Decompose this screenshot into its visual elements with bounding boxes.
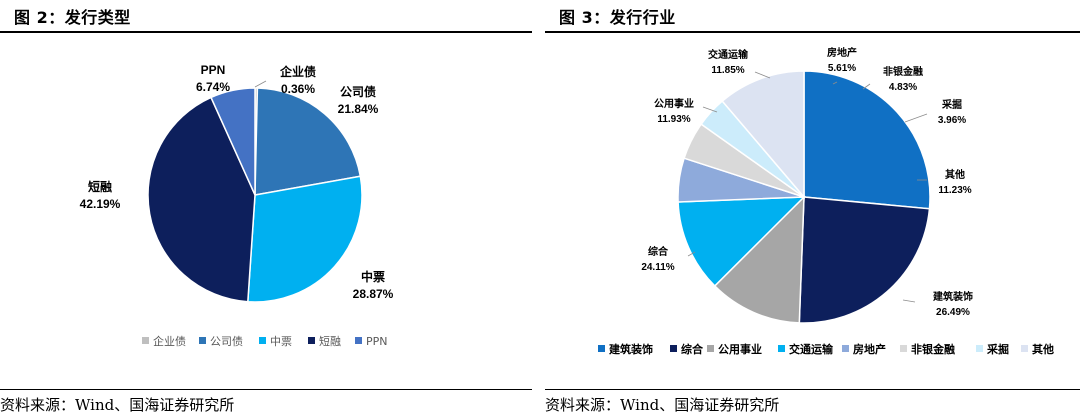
legend: 建筑装饰 综合 公用事业 交通运输 房地产 非银金融 采掘 其他 [598, 342, 1054, 356]
legend-label: 采掘 [986, 342, 1009, 356]
pie-slice-4 [677, 196, 806, 288]
data-label: PPN 6.74% [196, 63, 230, 94]
data-label: 公司债 21.84% [338, 84, 379, 116]
legend: 企业债 公司债 中票 短融 PPN [142, 334, 388, 348]
figure-3-panel: 图 3：发行行业 建筑装饰 26.49% 综合 24.11% 公用事业 11.93% 交通运… [545, 0, 1080, 420]
leader-line [702, 106, 718, 113]
data-label: 公用事业 11.93% [654, 97, 694, 125]
industry-pie-chart: 建筑装饰 26.49% 综合 24.11% 公用事业 11.93% 交通运输 11.85% 房地… [598, 46, 1054, 356]
legend-label: 企业债 [153, 334, 186, 348]
legend-swatch [1021, 345, 1028, 352]
figure-title: 图 2：发行类型 [14, 8, 131, 27]
legend-label: 房地产 [853, 342, 886, 356]
data-label: 采掘 3.96% [938, 98, 966, 126]
issue-type-pie-chart: 企业债 0.36% 公司债 21.84% 中票 28.87% 短融 42.19% PPN 6.74… [80, 63, 394, 348]
legend-label: 其他 [1032, 342, 1054, 356]
legend-label: 交通运输 [789, 342, 834, 356]
figure-2-panel: 图 2：发行类型 企业债 0.36% 公司债 21.84% 中票 28.87% 短融 42.1… [0, 0, 532, 420]
legend-swatch [199, 337, 206, 344]
pie-slice-1 [803, 70, 931, 210]
legend-swatch [259, 337, 266, 344]
source-rule [0, 389, 532, 390]
legend-label: 中票 [270, 335, 292, 348]
legend-swatch [707, 345, 714, 352]
leader-line [862, 83, 871, 90]
legend-swatch [142, 337, 149, 344]
data-label: 交通运输 11.85% [708, 48, 749, 76]
data-label: 中票 28.87% [353, 269, 394, 301]
leader-line [754, 71, 771, 79]
legend-swatch [355, 337, 362, 344]
data-label: 综合 24.11% [641, 245, 674, 273]
source-rule [545, 389, 1080, 390]
data-label: 非银金融 4.83% [883, 65, 923, 93]
leader-line [832, 81, 838, 85]
legend-swatch [778, 345, 785, 352]
legend-swatch [842, 345, 849, 352]
legend-swatch [598, 345, 605, 352]
pie-slice-3 [247, 175, 363, 303]
legend-label: PPN [366, 335, 388, 348]
legend-label: 非银金融 [911, 342, 955, 356]
legend-label: 短融 [319, 334, 341, 348]
data-label: 企业债 0.36% [279, 64, 316, 96]
title-rule [545, 31, 1080, 33]
data-label: 短融 42.19% [80, 179, 121, 211]
source-note: 资料来源：Wind、国海证券研究所 [0, 396, 235, 414]
legend-swatch [670, 345, 677, 352]
pie-slice-3 [713, 195, 805, 324]
legend-label: 公用事业 [718, 342, 762, 356]
pie-slice-4 [147, 96, 256, 303]
figure-title: 图 3：发行行业 [559, 8, 676, 27]
leader-line [254, 80, 267, 88]
leader-line [687, 251, 696, 257]
pie-slice-2 [798, 196, 931, 324]
legend-label: 建筑装饰 [609, 342, 653, 356]
source-note: 资料来源：Wind、国海证券研究所 [545, 396, 780, 414]
pie-slice-5 [210, 87, 256, 196]
legend-label: 综合 [681, 342, 704, 356]
pie-slice-8 [721, 70, 805, 200]
data-label: 其他 11.23% [938, 168, 971, 196]
data-label: 建筑装饰 26.49% [932, 290, 973, 318]
legend-swatch [900, 345, 907, 352]
title-rule [0, 31, 532, 33]
legend-label: 公司债 [210, 334, 243, 348]
pie-slice-2 [254, 87, 362, 196]
legend-swatch [308, 337, 315, 344]
leader-line [902, 299, 916, 303]
leader-line [904, 113, 928, 123]
legend-swatch [976, 345, 983, 352]
data-label: 房地产 5.61% [827, 46, 857, 74]
